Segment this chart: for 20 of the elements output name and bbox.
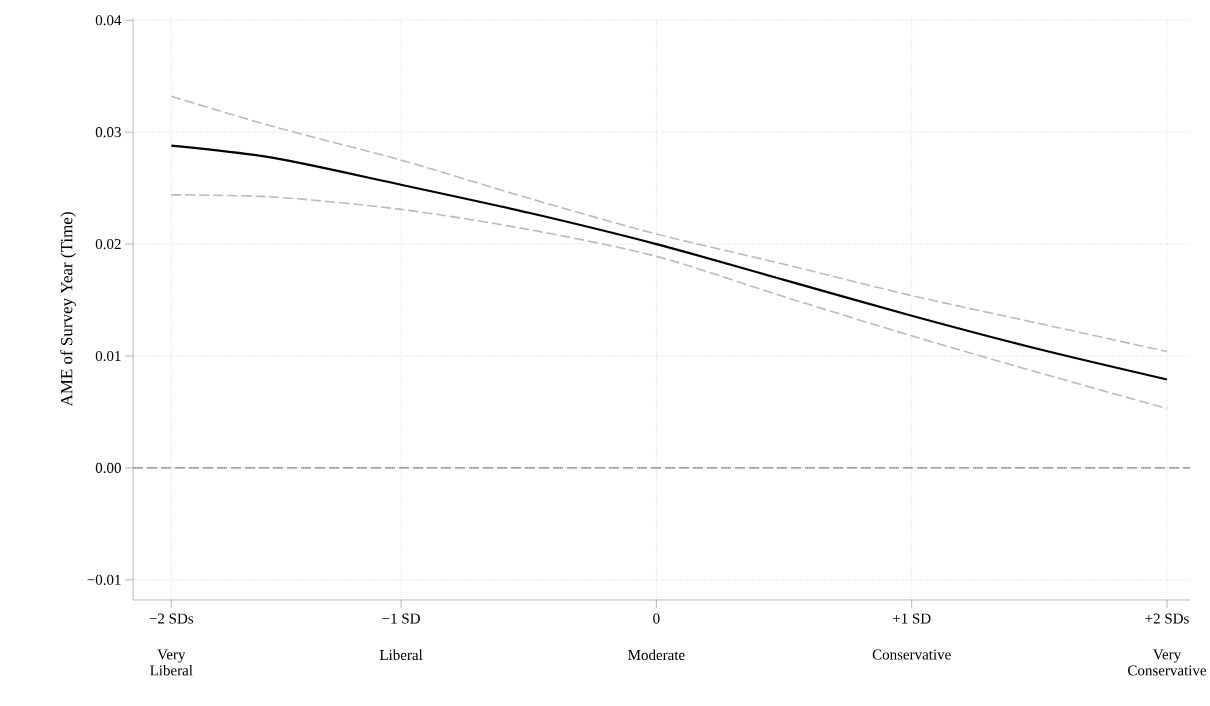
text: Moderate bbox=[628, 649, 685, 661]
x-tick-label: 0 bbox=[653, 613, 660, 624]
text: Conservative bbox=[872, 649, 951, 660]
y-tick-label: 0.02 bbox=[95, 238, 121, 250]
text: Very Liberal bbox=[150, 649, 193, 676]
text: Very Conservative bbox=[1128, 649, 1207, 676]
y-tick-label: 0.01 bbox=[95, 350, 121, 362]
x-tick-label: +1 SD bbox=[893, 613, 931, 624]
y-tick-label: 0.00 bbox=[95, 462, 121, 474]
x-tick-label: +2 SDs bbox=[1145, 613, 1189, 624]
y-tick-label: 0.04 bbox=[95, 15, 122, 26]
y-axis-title: AME of Survey Year (Time) bbox=[60, 212, 76, 407]
x-tick-label: −1 SD bbox=[382, 613, 420, 624]
line-series bbox=[170, 144, 1169, 381]
y-tick-label: −0.01 bbox=[87, 574, 121, 585]
y-tick-label: 0.03 bbox=[95, 127, 121, 138]
line-series bbox=[170, 95, 1168, 353]
line-series bbox=[170, 194, 1168, 410]
text: Liberal bbox=[379, 649, 423, 661]
x-tick-label: −2 SDs bbox=[149, 613, 194, 624]
